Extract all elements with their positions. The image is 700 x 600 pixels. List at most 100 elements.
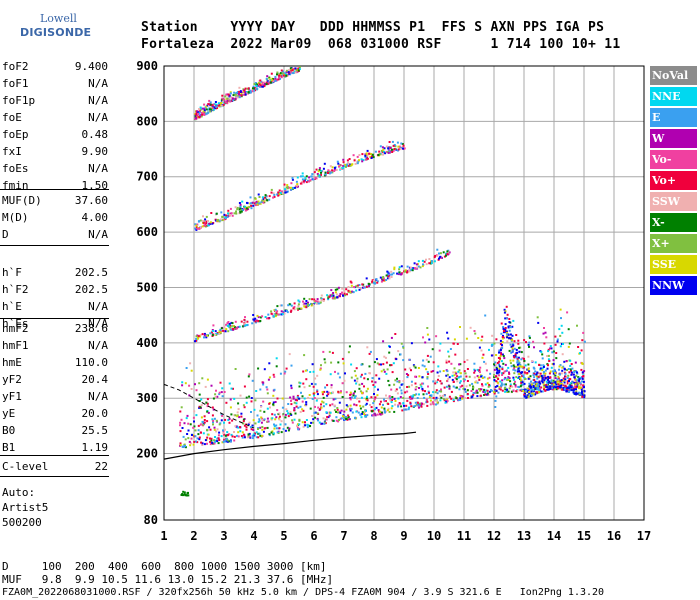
echo-point	[271, 413, 274, 416]
echo-point	[503, 357, 506, 360]
echo-point	[195, 339, 198, 342]
echo-point	[284, 75, 287, 78]
echo-point	[263, 82, 266, 85]
echo-point	[560, 372, 563, 375]
echo-point	[544, 376, 547, 379]
echo-point	[545, 384, 548, 386]
echo-point	[388, 151, 391, 154]
echo-point	[249, 426, 252, 429]
echo-point	[349, 280, 352, 283]
echo-point	[474, 369, 476, 372]
echo-point	[193, 435, 196, 438]
echo-point	[305, 378, 308, 381]
echo-point	[211, 330, 214, 332]
echo-point	[315, 399, 318, 402]
echo-point	[254, 204, 257, 207]
echo-point	[297, 69, 300, 72]
echo-point	[387, 407, 390, 410]
echo-point	[222, 218, 225, 221]
echo-point	[526, 368, 529, 371]
echo-point	[292, 307, 295, 310]
echo-point	[315, 168, 318, 171]
echo-point	[209, 428, 212, 431]
echo-point	[501, 379, 504, 382]
echo-point	[301, 178, 304, 181]
echo-point	[542, 332, 545, 335]
echo-point	[528, 391, 531, 394]
echo-point	[220, 211, 223, 214]
echo-point	[244, 209, 247, 212]
x-tick-label: 17	[637, 529, 651, 543]
echo-point	[256, 203, 259, 206]
echo-point	[314, 176, 317, 179]
echo-point	[221, 395, 224, 398]
echo-point	[207, 411, 210, 414]
echo-point	[517, 361, 520, 364]
echo-point	[198, 111, 201, 114]
echo-point	[539, 368, 542, 371]
echo-point	[557, 383, 560, 386]
echo-point	[201, 225, 204, 228]
echo-point	[297, 428, 300, 431]
legend-item: Vo-	[650, 150, 697, 169]
echo-point	[402, 144, 405, 147]
echo-point	[276, 193, 279, 196]
echo-point	[562, 377, 565, 380]
echo-point	[554, 335, 557, 338]
echo-point	[456, 380, 459, 383]
echo-point	[425, 358, 428, 361]
echo-point	[323, 358, 326, 361]
echo-point	[317, 300, 320, 303]
echo-point	[541, 357, 544, 360]
echo-point	[212, 419, 215, 422]
echo-point	[210, 212, 213, 214]
echo-point	[236, 208, 239, 211]
echo-point	[548, 380, 551, 383]
echo-point	[420, 405, 423, 408]
echo-point	[443, 255, 446, 258]
echo-point	[507, 333, 510, 336]
echo-point	[559, 380, 562, 382]
echo-point	[342, 362, 345, 365]
echo-point	[258, 202, 261, 205]
echo-point	[444, 401, 447, 404]
legend-item: Vo+	[650, 171, 697, 190]
echo-point	[486, 382, 489, 385]
echo-point	[427, 385, 429, 388]
echo-point	[532, 382, 535, 385]
echo-point	[209, 440, 212, 443]
echo-point	[566, 376, 569, 379]
echo-point	[306, 426, 309, 429]
echo-point	[408, 270, 411, 273]
echo-point	[393, 266, 396, 269]
echo-point	[213, 441, 216, 444]
echo-point	[285, 186, 288, 189]
echo-point	[318, 175, 321, 178]
echo-point	[375, 278, 378, 281]
echo-point	[248, 205, 251, 208]
echo-point	[193, 420, 195, 423]
echo-point	[242, 93, 245, 96]
echo-point	[304, 421, 306, 424]
echo-point	[293, 308, 296, 311]
echo-point	[406, 376, 409, 379]
echo-point	[307, 396, 310, 399]
echo-point	[514, 384, 517, 387]
echo-point	[493, 368, 496, 371]
echo-point	[214, 101, 217, 103]
echo-point	[345, 415, 347, 418]
echo-point	[205, 401, 208, 404]
echo-point	[247, 208, 250, 211]
echo-point	[184, 446, 187, 449]
echo-point	[440, 388, 442, 391]
echo-point	[432, 403, 435, 406]
echo-point	[198, 400, 201, 402]
echo-point	[356, 377, 359, 380]
echo-point	[225, 323, 228, 326]
echo-point	[265, 195, 268, 198]
echo-point	[513, 382, 516, 385]
echo-point	[476, 381, 479, 384]
echo-point	[350, 393, 353, 396]
footer-file-info: FZA0M_2022068031000.RSF / 320fx256h 50 k…	[2, 587, 605, 598]
echo-point	[493, 374, 496, 376]
